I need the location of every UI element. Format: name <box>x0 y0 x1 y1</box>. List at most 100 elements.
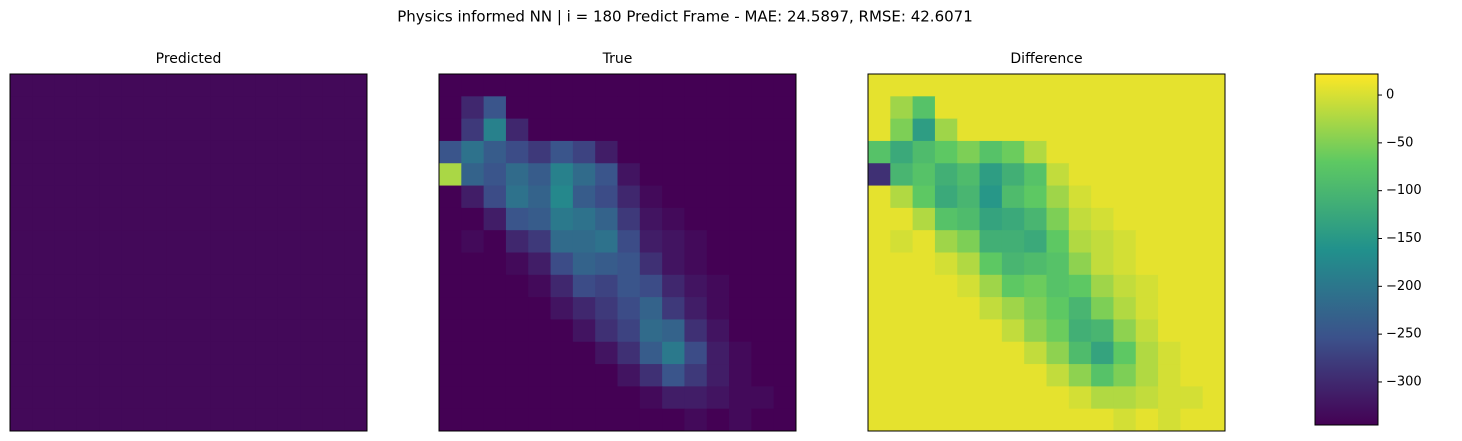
heatmap-cell <box>76 163 100 187</box>
heatmap-cell <box>729 96 752 120</box>
heatmap-cell <box>166 230 189 253</box>
heatmap-cell <box>912 297 936 320</box>
heatmap-cell <box>188 74 212 97</box>
heatmap-cell <box>188 163 212 187</box>
heatmap-cell <box>706 341 730 365</box>
heatmap-cell <box>773 252 797 276</box>
heatmap-cell <box>912 341 936 365</box>
heatmap-cell <box>773 319 797 343</box>
heatmap-cell <box>550 341 574 365</box>
heatmap-cell <box>277 297 301 320</box>
panel-title: Predicted <box>156 51 222 67</box>
heatmap-cell <box>99 140 123 164</box>
heatmap-cell <box>729 408 752 432</box>
heatmap-cell <box>1113 140 1137 164</box>
figure-title: Physics informed NN | i = 180 Predict Fr… <box>397 8 973 26</box>
heatmap-cell <box>210 252 234 276</box>
heatmap-cell <box>572 118 596 142</box>
heatmap-cell <box>550 74 574 97</box>
heatmap-cell <box>121 96 145 120</box>
heatmap-cell <box>662 252 685 276</box>
heatmap-cell <box>32 408 56 432</box>
heatmap-cell <box>912 408 936 432</box>
heatmap-cell <box>322 386 346 410</box>
heatmap-cell <box>1001 319 1025 343</box>
heatmap-cell <box>439 364 462 387</box>
heatmap-cell <box>639 364 663 387</box>
heatmap-cell <box>595 386 618 410</box>
heatmap-cell <box>483 163 507 187</box>
heatmap-cell <box>773 341 797 365</box>
heatmap-cell <box>1068 230 1092 253</box>
heatmap-cell <box>10 230 33 253</box>
heatmap-cell <box>76 364 100 387</box>
heatmap-cell <box>662 163 685 187</box>
heatmap-cell <box>1001 408 1025 432</box>
heatmap-cell <box>76 408 100 432</box>
heatmap-cell <box>461 341 485 365</box>
heatmap-cell <box>662 408 685 432</box>
heatmap-cell <box>1001 207 1025 231</box>
heatmap-cell <box>1158 140 1181 164</box>
heatmap-cell <box>595 163 618 187</box>
heatmap-cell <box>751 364 775 387</box>
heatmap-cell <box>751 341 775 365</box>
heatmap-cell <box>188 252 212 276</box>
heatmap-cell <box>1135 185 1159 209</box>
heatmap-cell <box>277 207 301 231</box>
heatmap-cell <box>461 118 485 142</box>
heatmap-cell <box>300 118 323 142</box>
heatmap-cell <box>99 96 123 120</box>
heatmap-cell <box>32 386 56 410</box>
heatmap-cell <box>957 386 981 410</box>
heatmap-cell <box>1202 364 1226 387</box>
heatmap-cell <box>166 207 189 231</box>
heatmap-cell <box>300 163 323 187</box>
heatmap-cell <box>121 207 145 231</box>
heatmap-cell <box>1046 74 1070 97</box>
heatmap-cell <box>868 207 891 231</box>
heatmap-cell <box>617 341 641 365</box>
heatmap-cell <box>76 185 100 209</box>
heatmap-cell <box>255 185 279 209</box>
heatmap-cell <box>166 140 189 164</box>
heatmap-cell <box>99 341 123 365</box>
heatmap-cell <box>255 341 279 365</box>
heatmap-cell <box>344 386 368 410</box>
heatmap-cell <box>1158 274 1181 298</box>
heatmap-cell <box>662 230 685 253</box>
heatmap-cell <box>773 118 797 142</box>
heatmap-cell <box>979 207 1003 231</box>
heatmap-cell <box>751 207 775 231</box>
heatmap-cell <box>528 185 552 209</box>
heatmap-cell <box>662 319 685 343</box>
heatmap-cell <box>210 140 234 164</box>
heatmap-cell <box>706 140 730 164</box>
heatmap-cell <box>1113 364 1137 387</box>
heatmap-cell <box>934 297 958 320</box>
heatmap-cell <box>729 274 752 298</box>
heatmap-cell <box>868 118 891 142</box>
heatmap-cell <box>868 274 891 298</box>
heatmap-cell <box>572 319 596 343</box>
heatmap-cell <box>76 386 100 410</box>
heatmap-cell <box>934 140 958 164</box>
heatmap-cell <box>979 140 1003 164</box>
heatmap-cell <box>773 297 797 320</box>
heatmap-cell <box>1135 96 1159 120</box>
heatmap-cell <box>255 163 279 187</box>
heatmap-cell <box>121 364 145 387</box>
heatmap-cell <box>729 341 752 365</box>
heatmap-cell <box>684 364 708 387</box>
heatmap-cell <box>617 297 641 320</box>
heatmap-cell <box>662 274 685 298</box>
heatmap-cell <box>143 274 167 298</box>
heatmap-cell <box>76 297 100 320</box>
heatmap-cell <box>706 297 730 320</box>
heatmap-cell <box>957 185 981 209</box>
heatmap-cell <box>76 274 100 298</box>
heatmap-cell <box>300 140 323 164</box>
heatmap-cell <box>934 364 958 387</box>
heatmap-cell <box>439 118 462 142</box>
heatmap-cell <box>233 96 256 120</box>
